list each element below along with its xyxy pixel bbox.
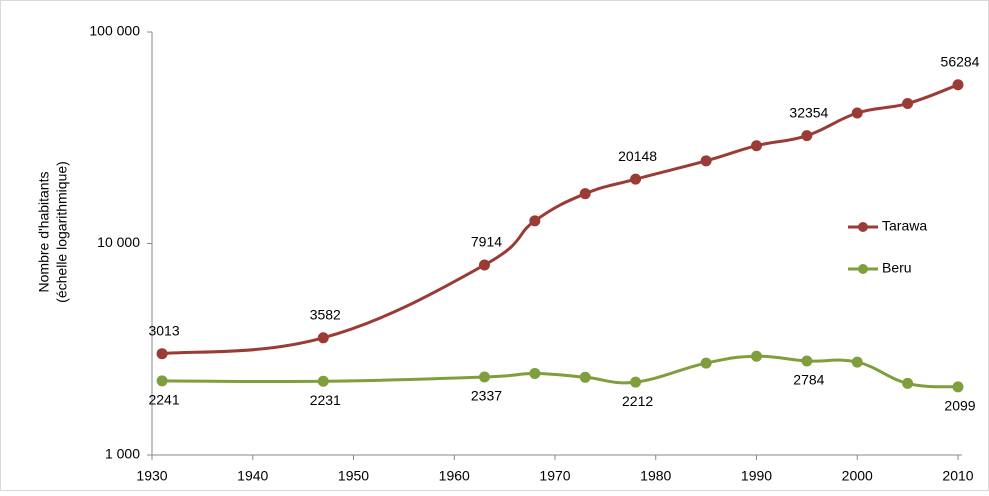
data-label: 2241 bbox=[148, 392, 179, 408]
data-label: 3582 bbox=[310, 307, 341, 323]
point bbox=[156, 348, 168, 360]
point bbox=[851, 356, 863, 368]
x-tick-label: 2010 bbox=[942, 468, 973, 484]
point bbox=[801, 130, 813, 142]
data-label: 2784 bbox=[793, 372, 824, 388]
data-label: 2337 bbox=[471, 388, 502, 404]
y-axis-title: Nombre d'habitants (échelle logarithmiqu… bbox=[36, 161, 70, 303]
point bbox=[751, 140, 762, 152]
x-tick-label: 1930 bbox=[136, 468, 167, 484]
point bbox=[529, 367, 541, 379]
point bbox=[952, 79, 964, 91]
point bbox=[700, 357, 712, 369]
data-label: 2231 bbox=[310, 392, 341, 408]
data-label: 7914 bbox=[471, 234, 502, 250]
data-label: 56284 bbox=[941, 53, 980, 69]
legend-marker bbox=[858, 222, 868, 232]
point bbox=[478, 259, 490, 271]
point bbox=[751, 350, 762, 362]
point bbox=[317, 375, 329, 387]
data-label: 32354 bbox=[789, 104, 828, 120]
data-label: 2212 bbox=[622, 393, 653, 409]
point bbox=[902, 377, 914, 389]
legend-label: Beru bbox=[882, 260, 912, 276]
y-axis-title-line: Nombre d'habitants bbox=[36, 172, 52, 293]
point bbox=[579, 371, 591, 383]
x-tick-label: 1990 bbox=[741, 468, 772, 484]
point bbox=[156, 375, 168, 387]
point bbox=[579, 188, 591, 200]
point bbox=[317, 332, 329, 344]
point bbox=[952, 381, 964, 393]
data-label: 3013 bbox=[148, 322, 179, 338]
point bbox=[700, 155, 712, 167]
point bbox=[801, 355, 813, 367]
data-label: 2099 bbox=[944, 398, 975, 414]
x-tick-label: 1940 bbox=[237, 468, 268, 484]
y-tick-label: 10 000 bbox=[97, 234, 140, 250]
point bbox=[902, 98, 914, 110]
legend-label: Tarawa bbox=[882, 218, 927, 234]
legend-marker bbox=[858, 264, 868, 274]
point bbox=[630, 173, 642, 185]
x-tick-label: 1970 bbox=[539, 468, 570, 484]
point bbox=[478, 371, 490, 383]
point bbox=[630, 376, 642, 388]
y-tick-label: 100 000 bbox=[89, 23, 140, 39]
y-axis-title-line: (échelle logarithmique) bbox=[54, 161, 70, 303]
y-tick-label: 1 000 bbox=[105, 446, 140, 462]
point bbox=[529, 215, 541, 227]
x-tick-label: 1960 bbox=[439, 468, 470, 484]
x-tick-label: 1950 bbox=[338, 468, 369, 484]
point bbox=[851, 107, 863, 119]
x-tick-label: 2000 bbox=[842, 468, 873, 484]
data-label: 20148 bbox=[618, 148, 657, 164]
x-tick-label: 1980 bbox=[640, 468, 671, 484]
